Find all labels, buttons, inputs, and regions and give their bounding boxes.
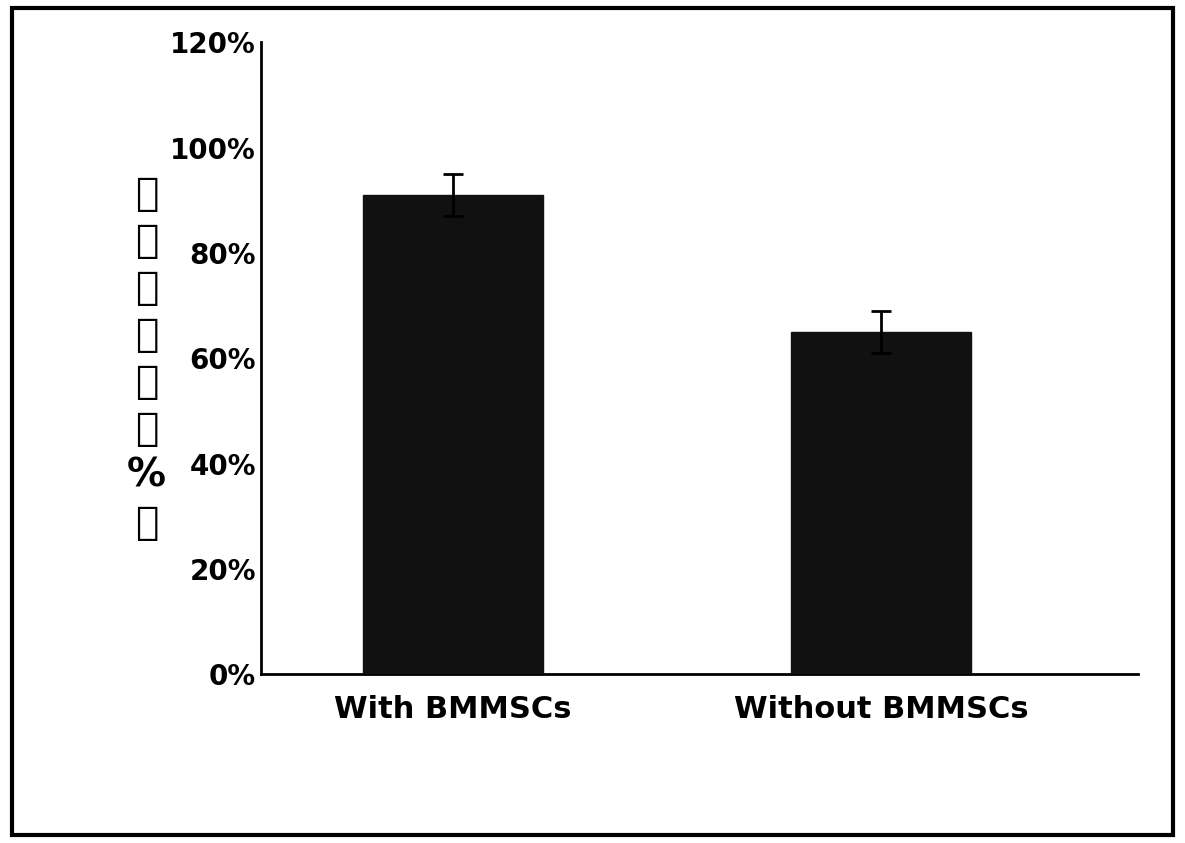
Text: 细
胞
粘
附
率
（
%
）: 细 胞 粘 附 率 （ % ） [127,175,166,542]
Bar [792,332,971,674]
Bar [364,195,543,674]
